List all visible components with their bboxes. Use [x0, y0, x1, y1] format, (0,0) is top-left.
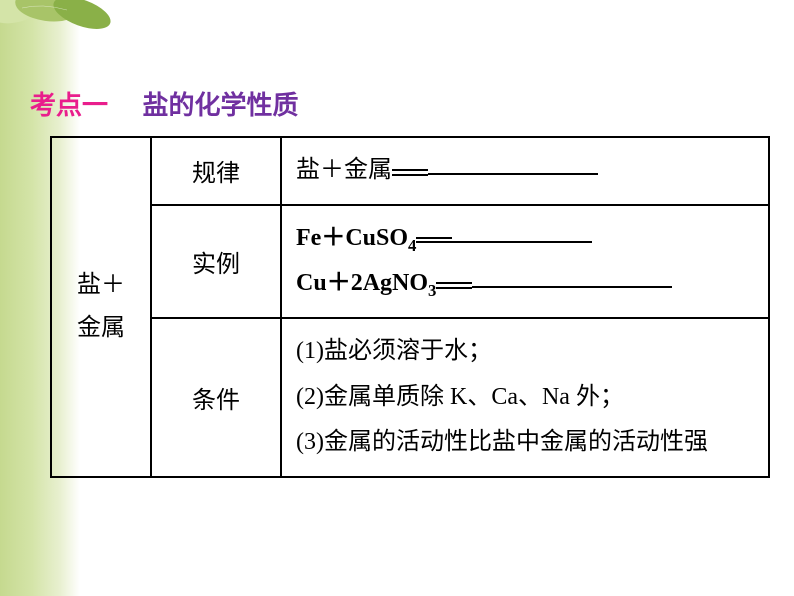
condition-2: (2)金属单质除 K、Ca、Na 外； [296, 375, 754, 421]
rule-lhs: 盐＋金属 [296, 157, 392, 183]
chem-sub: 3 [428, 281, 436, 300]
chemistry-table: 盐＋金属 规律 盐＋金属 实例 Fe＋CuSO4 Cu＋2AgNO3 [50, 136, 770, 478]
chem-sub: 4 [408, 235, 416, 254]
heading-prefix: 考点一 [30, 91, 108, 120]
chem-text: Fe [296, 225, 321, 251]
fill-blank [428, 151, 598, 175]
equals-sign [392, 159, 428, 183]
chem-text: Cu [296, 270, 327, 296]
label-example: 实例 [192, 252, 240, 278]
chem-text: 2AgNO [351, 270, 428, 296]
label-rule: 规律 [192, 161, 240, 187]
equals-sign [416, 227, 452, 251]
row-header-cell: 盐＋金属 [51, 137, 151, 477]
fill-blank [452, 219, 592, 243]
content-cell-condition: (1)盐必须溶于水； (2)金属单质除 K、Ca、Na 外； (3)金属的活动性… [281, 318, 769, 477]
chem-text: ＋ [321, 225, 345, 251]
fill-blank [472, 264, 672, 288]
equals-sign [436, 273, 472, 297]
leaf-decoration [0, 0, 122, 53]
section-heading: 考点一 盐的化学性质 [30, 85, 770, 122]
condition-3: (3)金属的活动性比盐中金属的活动性强 [296, 420, 754, 466]
condition-1: (1)盐必须溶于水； [296, 329, 754, 375]
content-cell-rule: 盐＋金属 [281, 137, 769, 205]
label-cell-rule: 规律 [151, 137, 281, 205]
chem-text: CuSO [345, 225, 408, 251]
label-cell-condition: 条件 [151, 318, 281, 477]
row-header-text: 盐＋金属 [77, 272, 125, 341]
chem-text: ＋ [327, 270, 351, 296]
label-condition: 条件 [192, 388, 240, 414]
equation-line-2: Cu＋2AgNO3 [296, 261, 754, 307]
content-cell-example: Fe＋CuSO4 Cu＋2AgNO3 [281, 205, 769, 318]
equation-line-1: Fe＋CuSO4 [296, 216, 754, 262]
main-content: 考点一 盐的化学性质 盐＋金属 规律 盐＋金属 实例 Fe＋CuSO4 [30, 85, 770, 478]
heading-title: 盐的化学性质 [143, 91, 299, 120]
label-cell-example: 实例 [151, 205, 281, 318]
